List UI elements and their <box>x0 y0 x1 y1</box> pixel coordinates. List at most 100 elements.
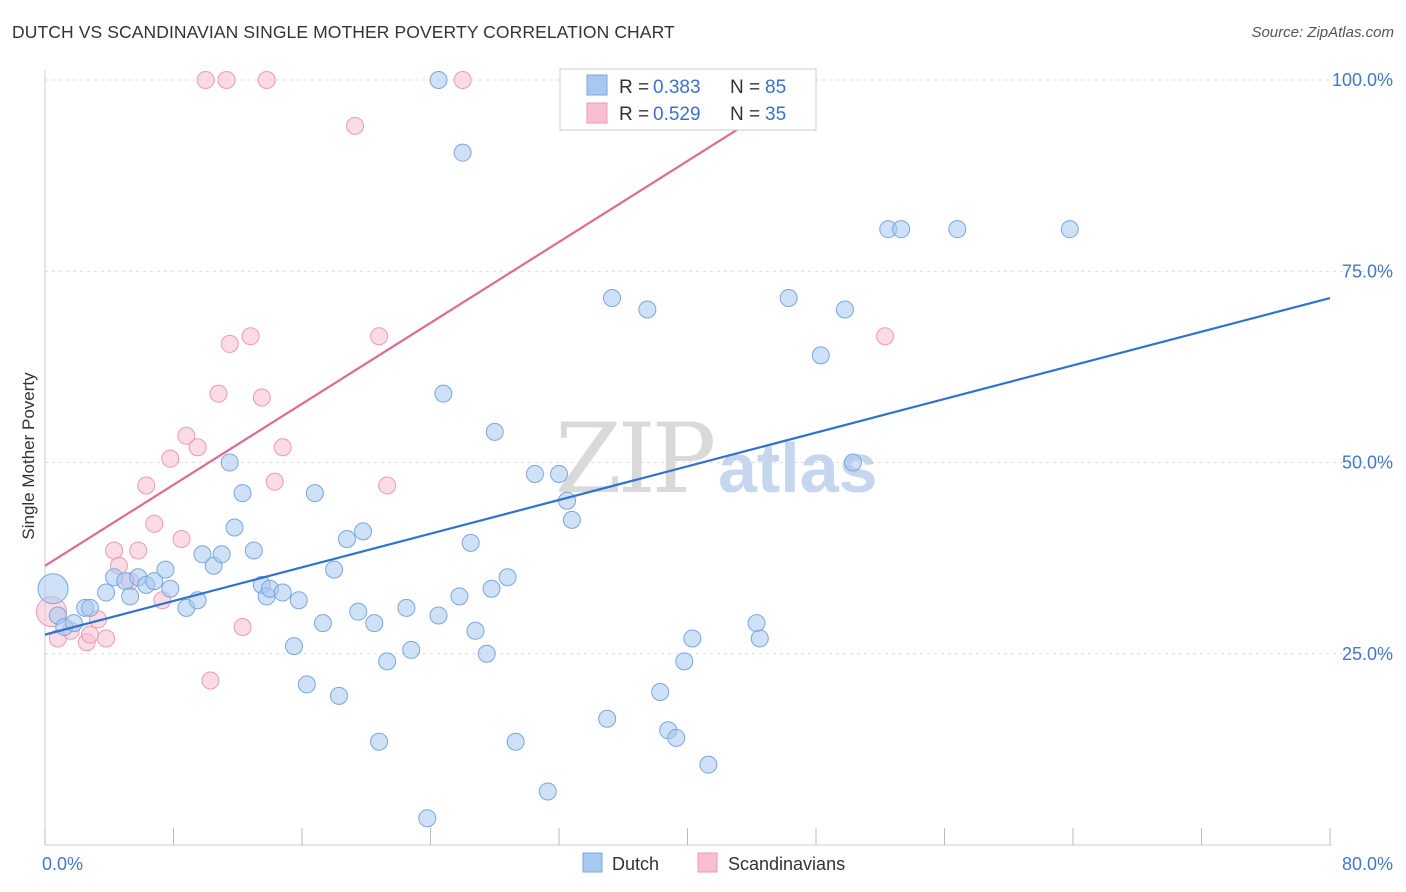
point-dutch <box>683 629 702 648</box>
legend-n-label-dutch: N = <box>730 77 760 98</box>
point-dutch <box>525 464 544 483</box>
point-dutch <box>121 587 140 606</box>
point-dutch <box>365 614 384 633</box>
point-dutch <box>329 686 348 705</box>
point-scandinavians <box>80 625 99 644</box>
point-dutch <box>835 300 854 319</box>
trend-line-scandinavians <box>44 79 817 567</box>
point-dutch <box>892 220 911 239</box>
point-scandinavians <box>265 472 284 491</box>
point-scandinavians <box>370 327 389 346</box>
point-dutch <box>477 644 496 663</box>
point-dutch <box>97 583 116 602</box>
point-dutch <box>550 464 568 483</box>
point-dutch <box>485 422 504 441</box>
point-dutch <box>284 637 303 656</box>
point-scandinavians <box>241 327 260 346</box>
point-dutch <box>325 560 344 579</box>
watermark-zip: ZIP <box>555 403 714 515</box>
point-scandinavians <box>201 671 220 690</box>
legend-swatch-dutch <box>586 74 608 96</box>
trend-line-dutch <box>44 296 1331 636</box>
y-axis-label: Single Mother Poverty <box>19 372 38 540</box>
chart-title: DUTCH VS SCANDINAVIAN SINGLE MOTHER POVE… <box>12 22 675 42</box>
point-dutch <box>667 728 686 747</box>
legend-r-label-scandinavians: R = <box>619 104 649 125</box>
x-tick-label-max: 80.0% <box>1342 854 1393 874</box>
point-dutch <box>156 560 175 579</box>
y-tick-label: 25.0% <box>1342 644 1393 664</box>
point-dutch <box>305 484 324 503</box>
point-scandinavians <box>257 71 276 89</box>
legend-swatch-scandinavians <box>586 102 608 124</box>
point-dutch <box>558 491 577 510</box>
point-dutch <box>193 545 212 564</box>
point-dutch <box>779 289 798 308</box>
point-dutch <box>434 384 453 403</box>
y-tick-label: 50.0% <box>1342 453 1393 473</box>
y-tick-label: 75.0% <box>1342 261 1393 281</box>
y-tick-label: 100.0% <box>1332 70 1393 90</box>
point-scandinavians <box>177 426 196 445</box>
x-tick-label-min: 0.0% <box>42 854 83 874</box>
axis-layer <box>44 70 1332 846</box>
point-dutch <box>562 510 581 529</box>
point-dutch <box>506 732 525 751</box>
point-dutch <box>80 598 99 617</box>
point-dutch <box>313 614 332 633</box>
point-dutch <box>843 453 862 472</box>
point-scandinavians <box>217 71 236 89</box>
point-dutch <box>538 782 557 801</box>
point-dutch <box>145 572 164 591</box>
point-scandinavians <box>233 617 252 636</box>
point-scandinavians <box>97 629 116 648</box>
point-dutch <box>747 614 766 633</box>
point-dutch <box>225 518 244 537</box>
point-scandinavians <box>188 438 207 457</box>
point-dutch <box>220 453 239 472</box>
point-dutch <box>498 568 517 587</box>
point-dutch <box>603 289 622 308</box>
point-scandinavians <box>137 476 156 495</box>
legend-r-value-dutch: 0.383 <box>653 77 701 98</box>
point-scandinavians <box>273 438 292 457</box>
point-dutch <box>397 598 416 617</box>
legend-box: R = 0.383 N = 85 R = 0.529 N = 35 <box>559 68 817 131</box>
point-dutch <box>212 545 231 564</box>
point-dutch <box>482 579 501 598</box>
bottom-legend-label-dutch: Dutch <box>612 854 659 874</box>
point-scandinavians <box>876 327 895 346</box>
legend-r-value-scandinavians: 0.529 <box>653 104 701 125</box>
point-dutch <box>466 621 485 640</box>
point-scandinavians <box>252 388 271 407</box>
point-scandinavians <box>346 116 365 135</box>
point-scandinavians <box>129 541 148 560</box>
point-dutch <box>349 602 368 621</box>
point-dutch <box>378 652 397 671</box>
point-dutch <box>461 533 480 552</box>
legend-n-label-scandinavians: N = <box>730 104 760 125</box>
point-dutch <box>598 709 617 728</box>
point-dutch <box>244 541 263 560</box>
point-dutch <box>273 583 292 602</box>
legend-n-value-dutch: 85 <box>765 77 786 98</box>
bottom-legend-swatch-scandinavians <box>697 852 718 873</box>
point-dutch <box>1060 220 1079 239</box>
point-dutch <box>370 732 389 751</box>
point-dutch <box>233 484 252 503</box>
point-dutch <box>429 606 448 625</box>
point-dutch <box>354 522 373 541</box>
legend-n-value-scandinavians: 35 <box>765 104 786 125</box>
point-scandinavians <box>378 476 397 495</box>
point-dutch <box>161 579 180 598</box>
point-dutch <box>337 530 356 548</box>
trend-layer <box>44 79 1331 636</box>
point-scandinavians <box>220 334 239 353</box>
point-scandinavians <box>196 71 215 89</box>
point-scandinavians <box>209 384 228 403</box>
point-dutch <box>750 629 769 648</box>
bottom-legend: Dutch Scandinavians <box>582 852 845 874</box>
point-scandinavians <box>172 530 191 548</box>
point-dutch <box>651 683 670 701</box>
